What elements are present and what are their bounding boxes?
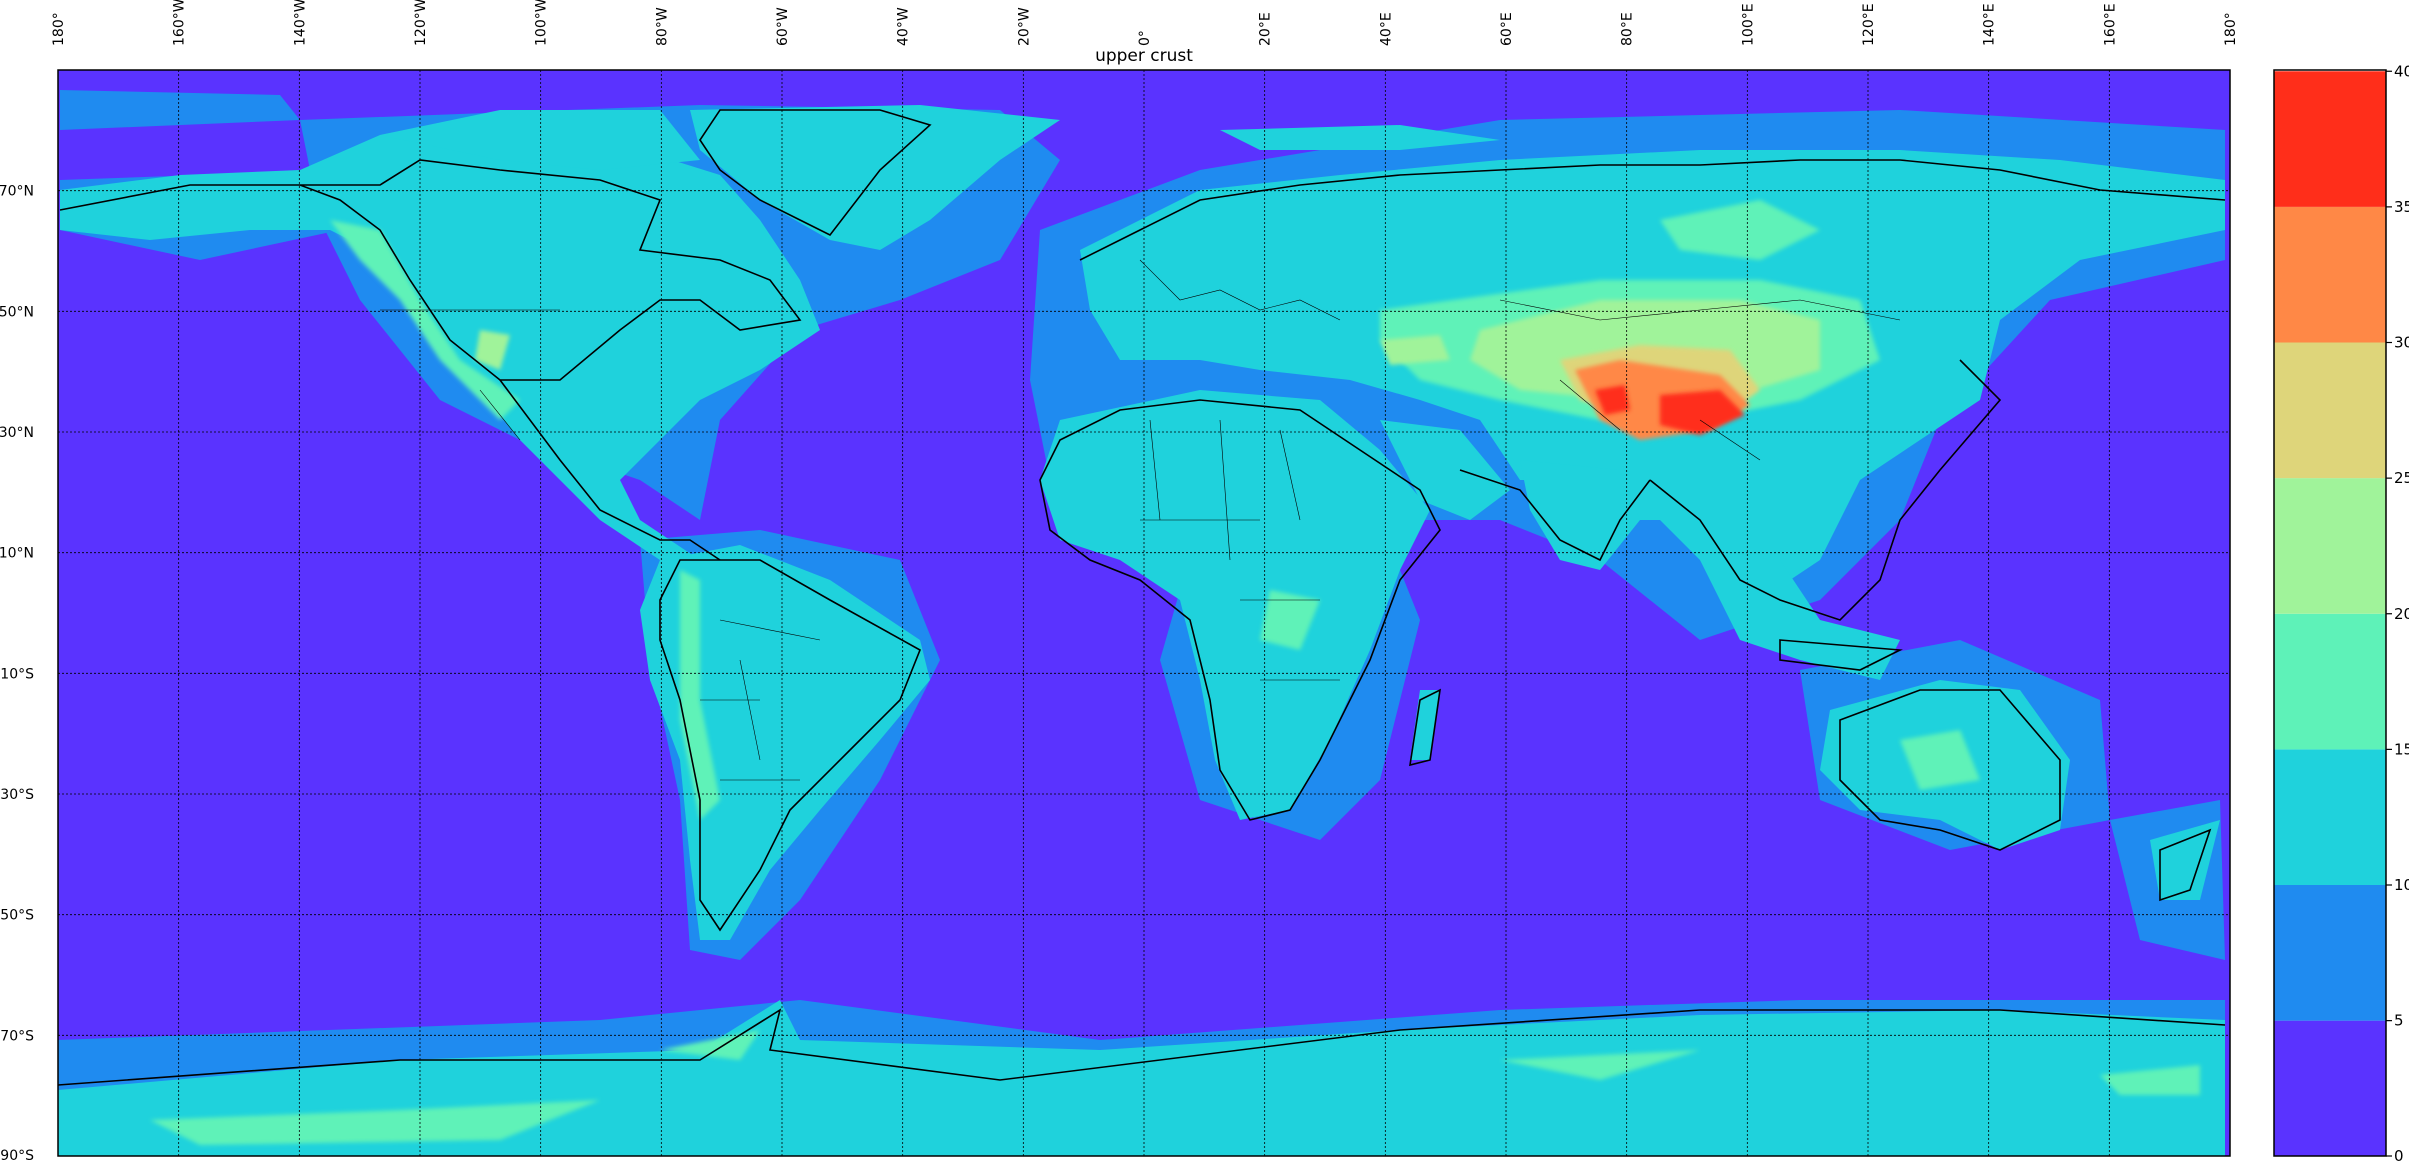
coastlines [58, 109, 2226, 1086]
map-title: upper crust [1095, 46, 1193, 66]
colorbar-bin [2274, 342, 2386, 479]
colorbar-tick-label: 20 [2394, 605, 2409, 623]
colorbar-tick-label: 15 [2394, 740, 2409, 758]
siberian-islands [1220, 125, 1500, 150]
graticule [58, 70, 2230, 1156]
colorbar-tick-label: 5 [2394, 1012, 2404, 1030]
colorbar-frame [2273, 69, 2387, 1157]
arctic-islands [380, 110, 700, 170]
lat-label: 50°N [0, 304, 34, 320]
lon-label: 160°W [172, 0, 188, 46]
lon-label: 100°E [1740, 3, 1756, 46]
lat-label: 30°S [0, 787, 34, 803]
north-america [60, 130, 820, 560]
lon-label: 120°E [1861, 3, 1877, 46]
lon-label: 160°E [2102, 3, 2118, 46]
lat-label: 10°N [0, 546, 34, 562]
colorbar-bin [2274, 1020, 2386, 1157]
colorbar-bin [2274, 71, 2386, 207]
lat-label: 50°S [0, 908, 34, 924]
lat-label: 30°N [0, 425, 34, 441]
lon-label: 140°W [292, 0, 308, 46]
longitude-labels: 180° 160°W 140°W 120°W 100°W 80°W 60°W 4… [51, 0, 2239, 46]
highland-contours-35-40 [1595, 385, 1745, 435]
latitude-labels: 70°N 50°N 30°N 10°N 10°S 30°S 50°S 70°S … [0, 184, 34, 1164]
colorbar-bin [2274, 613, 2386, 750]
lon-label: 60°E [1499, 12, 1515, 46]
lat-label: 70°S [0, 1028, 34, 1044]
lon-label: 40°W [896, 7, 912, 46]
lon-label: 180° [51, 12, 67, 46]
lon-label: 100°W [534, 0, 550, 46]
lon-label: 180° [2223, 12, 2239, 46]
lon-label: 140°E [1982, 3, 1998, 46]
africa [1040, 390, 1430, 820]
lon-label: 80°E [1620, 12, 1636, 46]
map-frame [57, 69, 2231, 1157]
colorbar-bin [2274, 885, 2386, 1021]
lat-label: 70°N [0, 184, 34, 200]
colorbar-bin [2274, 478, 2386, 614]
lon-label: 20°E [1258, 12, 1274, 46]
lon-label: 40°E [1378, 12, 1394, 46]
colorbar-tick-label: 0 [2394, 1147, 2404, 1164]
lon-label: 120°W [413, 0, 429, 46]
india [1520, 460, 1640, 570]
colorbar-tick-label: 10 [2394, 876, 2409, 894]
colorbar-tick-label: 35 [2394, 198, 2409, 216]
lon-label: 60°W [775, 7, 791, 46]
colorbar: 0 5 10 15 20 25 30 35 40 [2273, 62, 2409, 1164]
lat-label: 10°S [0, 666, 34, 682]
lon-label: 0° [1137, 30, 1153, 46]
antarctica [58, 1000, 2225, 1156]
new-zealand [2150, 820, 2220, 900]
country-borders [380, 259, 1901, 781]
lon-label: 20°W [1016, 7, 1032, 46]
arabia [1380, 420, 1510, 520]
lon-label: 80°W [654, 7, 670, 46]
southeast-asia [1700, 560, 1900, 680]
colorbar-tick-label: 40 [2394, 62, 2409, 80]
map-plot-area [58, 70, 2230, 1156]
colorbar-bin [2274, 206, 2386, 343]
lat-label: 90°S [0, 1148, 34, 1164]
colorbar-bin [2274, 749, 2386, 885]
colorbar-tick-label: 30 [2394, 334, 2409, 352]
south-america [640, 545, 930, 940]
colorbar-tick-label: 25 [2394, 469, 2409, 487]
